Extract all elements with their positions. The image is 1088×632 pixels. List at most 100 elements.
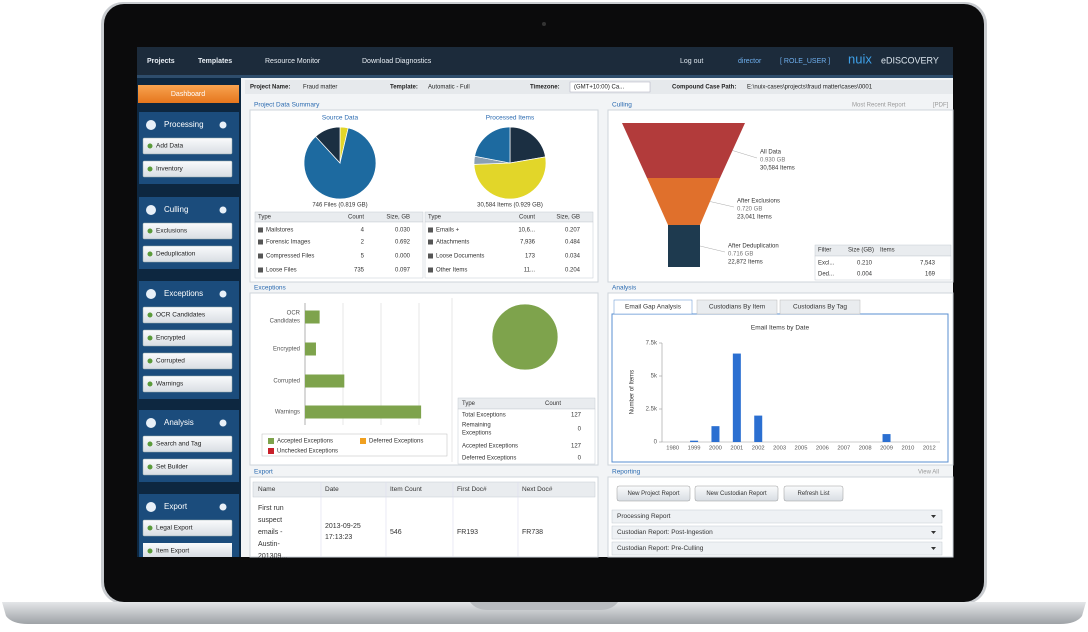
sidebar-item[interactable] [142, 245, 233, 263]
pie-slice [509, 126, 546, 164]
legend-label: Deferred Exceptions [369, 439, 423, 445]
dashboard-button[interactable] [138, 85, 239, 103]
y-tick-label: 2.5k [646, 407, 658, 413]
section-icon [146, 502, 156, 512]
cell: Mailstores [266, 228, 293, 234]
section-icon [146, 418, 156, 428]
pie-slice [473, 156, 547, 200]
timezone-select[interactable] [569, 81, 651, 93]
logout-link[interactable]: Log out [680, 58, 703, 65]
panel-title: Export [254, 469, 273, 476]
info-text: Compound Case Path: [672, 85, 736, 91]
pie-caption: 30,584 Items (0.929 GB) [477, 203, 543, 209]
column-header: Item Count [390, 486, 422, 493]
sidebar-item[interactable] [143, 543, 232, 557]
tab[interactable] [779, 299, 861, 315]
sidebar-item[interactable] [142, 329, 233, 347]
cell: 0.000 [395, 254, 411, 260]
sidebar-item-label[interactable]: Set Builder [156, 464, 189, 471]
x-tick-label: 2002 [752, 446, 765, 452]
type-icon [428, 227, 433, 233]
tab[interactable] [696, 299, 778, 315]
sidebar-item-label[interactable]: OCR Candidates [156, 312, 206, 319]
sidebar-item[interactable] [142, 375, 233, 393]
report-row[interactable] [611, 509, 943, 524]
sidebar-item-label[interactable]: Inventory [156, 166, 183, 173]
panel-title: Reporting [612, 469, 641, 476]
report-row[interactable] [611, 541, 943, 556]
sidebar-item[interactable] [142, 160, 233, 178]
cell: 17:13:23 [325, 534, 352, 541]
cell: 7,543 [920, 261, 936, 267]
user-role: [ ROLE_USER ] [780, 58, 830, 65]
nav-link[interactable]: Resource Monitor [265, 58, 321, 65]
bar [882, 434, 891, 442]
x-tick-label: 1999 [688, 446, 701, 452]
sidebar-item-label[interactable]: Deduplication [156, 251, 196, 258]
sidebar-item-label[interactable]: Add Data [156, 143, 183, 150]
sidebar-item[interactable] [142, 222, 233, 240]
view-all-link[interactable]: View All [918, 470, 939, 476]
help-icon [219, 121, 227, 129]
pdf-link[interactable]: [PDF] [933, 103, 949, 109]
report-name[interactable]: Custodian Report: Pre-Culling [617, 545, 704, 552]
button-label[interactable]: Refresh List [797, 491, 829, 497]
sidebar-item[interactable] [142, 306, 233, 324]
sidebar-item[interactable] [142, 435, 233, 453]
x-tick-label: 2009 [880, 446, 893, 452]
cell: Deferred Exceptions [462, 456, 516, 462]
sidebar-item-label[interactable]: Corrupted [156, 358, 185, 365]
stage-size: 0.716 GB [728, 252, 753, 258]
report-button[interactable] [783, 485, 844, 502]
y-tick-label: 0 [654, 440, 658, 446]
info-text: (GMT+10:00) Ca... [574, 85, 625, 91]
sidebar-item[interactable] [142, 352, 233, 370]
nav-link[interactable]: Projects [147, 58, 175, 65]
x-tick-label: 2005 [795, 446, 808, 452]
button-label[interactable]: New Custodian Report [706, 491, 767, 497]
sidebar-item[interactable] [142, 137, 233, 155]
tab[interactable] [613, 299, 693, 315]
column-header: Count [545, 401, 561, 407]
sidebar-item-label[interactable]: Item Export [156, 548, 189, 555]
sidebar-item-label[interactable]: Warnings [156, 381, 184, 388]
section-title: Culling [164, 205, 188, 214]
column-header: Next Doc# [522, 486, 553, 493]
panel-title: Exceptions [254, 285, 287, 292]
cell: 2013-09-25 [325, 523, 361, 530]
x-tick-label: 1980 [666, 446, 679, 452]
sidebar-item[interactable] [142, 519, 233, 537]
button-label[interactable]: New Project Report [627, 491, 679, 497]
report-row[interactable] [611, 525, 943, 540]
cell: 127 [571, 444, 582, 450]
report-link[interactable]: Most Recent Report [852, 103, 906, 109]
nav-link[interactable]: Download Diagnostics [362, 58, 432, 65]
nav-link[interactable]: Templates [198, 58, 232, 65]
stage-size: 0.930 GB [760, 158, 785, 164]
report-button[interactable] [616, 485, 691, 502]
sidebar-item-label[interactable]: Legal Export [156, 525, 193, 532]
report-button[interactable] [694, 485, 779, 502]
report-name[interactable]: Processing Report [617, 513, 671, 520]
dashboard-label[interactable]: Dashboard [171, 91, 205, 98]
stage-items: 30,584 Items [760, 166, 795, 172]
expand-arrow [931, 547, 936, 550]
column-header: Size, GB [386, 215, 410, 221]
tab-label[interactable]: Custodians By Tag [793, 304, 847, 311]
section-icon [146, 120, 156, 130]
cell: Attachments [436, 240, 469, 246]
report-name[interactable]: Custodian Report: Post-Ingestion [617, 529, 713, 536]
table-header [252, 481, 596, 498]
tab-label[interactable]: Custodians By Item [709, 304, 765, 311]
sidebar-item-label[interactable]: Exclusions [156, 228, 188, 235]
stage-items: 22,872 Items [728, 260, 763, 266]
sidebar-item[interactable] [142, 458, 233, 476]
section-title: Export [164, 502, 188, 511]
tab-label[interactable]: Email Gap Analysis [625, 304, 682, 311]
sidebar-item-label[interactable]: Search and Tag [156, 441, 202, 448]
legend-label: Unchecked Exceptions [277, 449, 338, 455]
table-body [254, 221, 424, 279]
section-icon [146, 205, 156, 215]
cell: 735 [354, 268, 365, 274]
sidebar-item-label[interactable]: Encrypted [156, 335, 186, 342]
